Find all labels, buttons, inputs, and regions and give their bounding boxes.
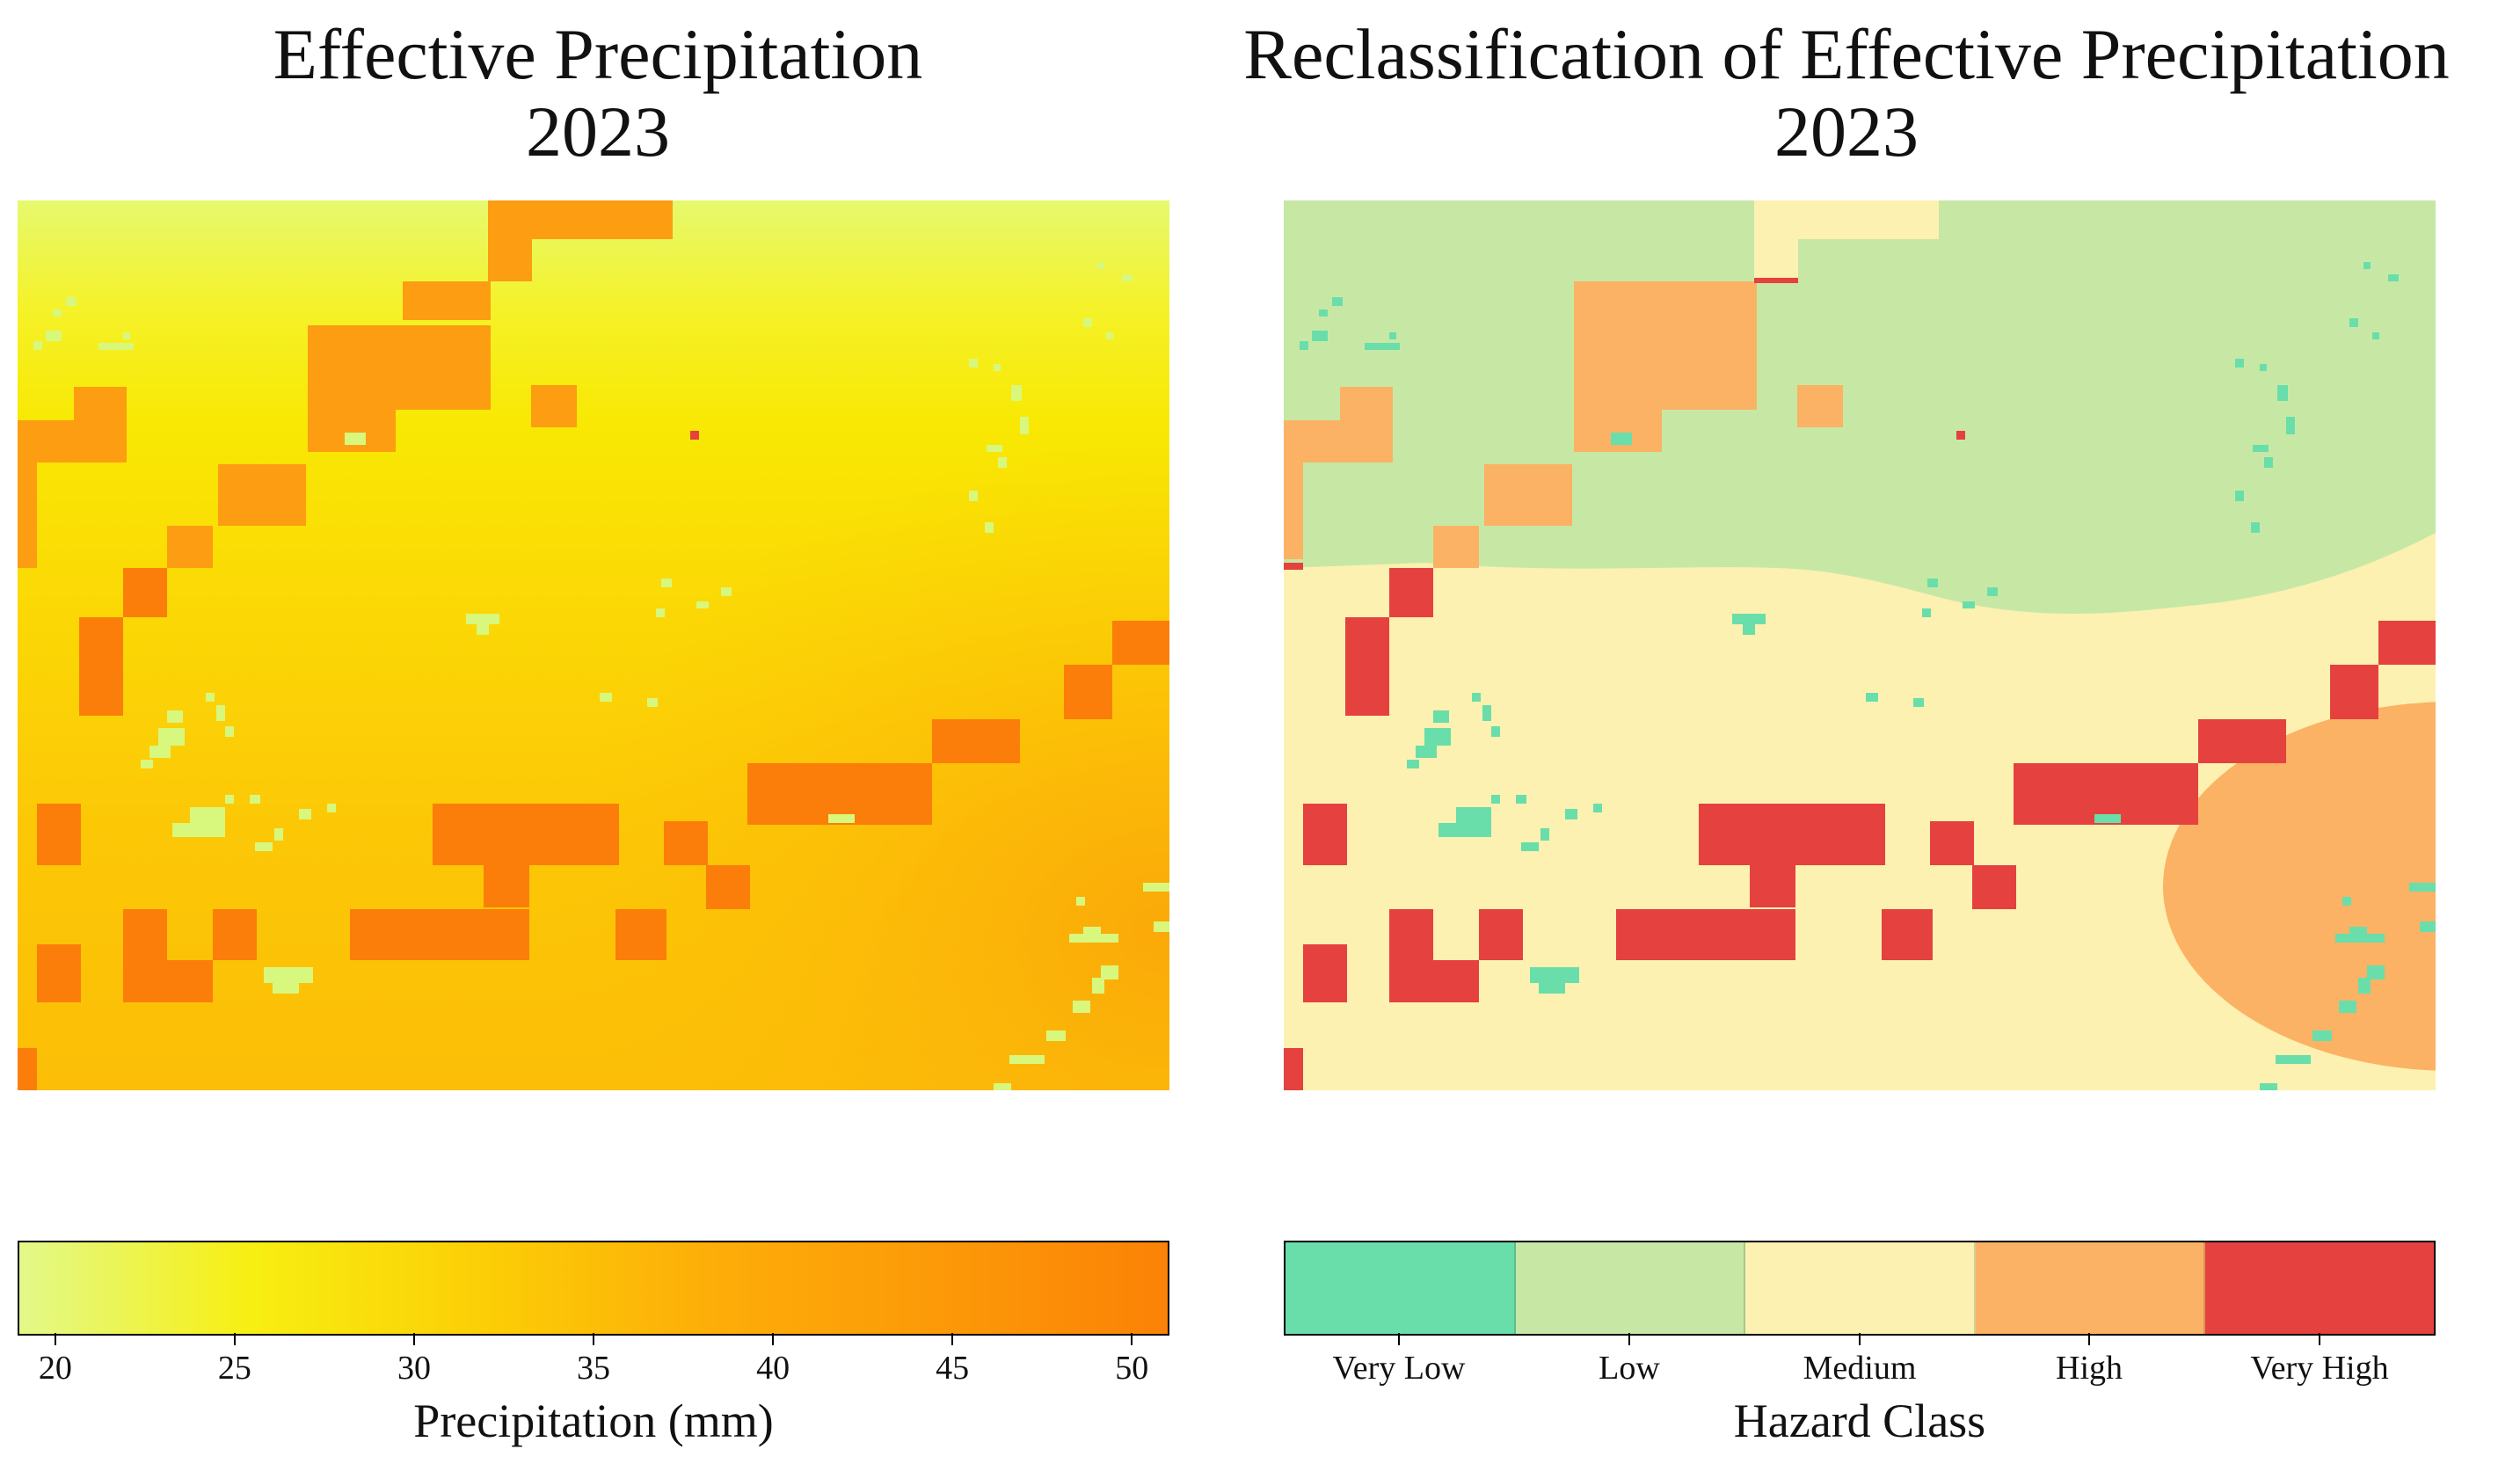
legend-tick xyxy=(2319,1333,2320,1345)
colorbar-tick xyxy=(233,1333,236,1345)
left-title-line1: Effective Precipitation xyxy=(273,14,923,94)
legend-tick xyxy=(2088,1333,2090,1345)
precipitation-axis-label: Precipitation (mm) xyxy=(413,1395,774,1447)
hazard-class-raster-map xyxy=(1284,200,2436,1090)
colorbar-tick xyxy=(412,1333,415,1345)
legend-swatch-low xyxy=(1515,1242,1746,1334)
hazard-class-axis-label: Hazard Class xyxy=(1733,1395,1986,1447)
very-high-class-cells xyxy=(1284,278,2436,1090)
colorbar-tick-label: 25 xyxy=(217,1350,251,1387)
colorbar-tick-label: 50 xyxy=(1115,1350,1149,1387)
legend-label-high: High xyxy=(2056,1350,2123,1387)
colorbar-tick-label: 40 xyxy=(756,1350,790,1387)
medium-cell-top xyxy=(1754,200,1939,281)
hazard-class-legend xyxy=(1284,1241,2436,1336)
left-title-line2: 2023 xyxy=(526,91,670,171)
colorbar-tick-label: 35 xyxy=(577,1350,610,1387)
legend-label-very-low: Very Low xyxy=(1332,1350,1466,1387)
legend-label-medium: Medium xyxy=(1803,1350,1917,1387)
legend-label-very-high: Very High xyxy=(2250,1350,2389,1387)
colorbar-tick xyxy=(1131,1333,1133,1345)
colorbar-tick xyxy=(593,1333,594,1345)
legend-tick xyxy=(1398,1333,1400,1345)
precipitation-high-zone xyxy=(18,200,1169,1090)
legend-tick xyxy=(1859,1333,1861,1345)
colorbar-tick xyxy=(951,1333,954,1345)
colorbar-tick xyxy=(54,1333,56,1345)
left-map-title: Effective Precipitation 2023 xyxy=(18,16,1178,171)
right-title-line1: Reclassification of Effective Precipitat… xyxy=(1243,14,2450,94)
right-title-line2: 2023 xyxy=(1774,91,1919,171)
orange-cells xyxy=(18,200,673,568)
colorbar-tick-label: 30 xyxy=(397,1350,431,1387)
colorbar-tick xyxy=(772,1333,775,1345)
very-low-class-specks xyxy=(1300,262,2436,1090)
legend-swatch-very-low xyxy=(1285,1242,1516,1334)
colorbar-tick-label: 45 xyxy=(936,1350,970,1387)
legend-label-low: Low xyxy=(1599,1350,1660,1387)
legend-swatch-medium xyxy=(1745,1242,1976,1334)
dark-orange-cells xyxy=(18,568,1169,1090)
precipitation-raster-map xyxy=(18,200,1169,1090)
legend-swatch-very-high xyxy=(2205,1242,2434,1334)
precipitation-colorbar xyxy=(18,1241,1169,1336)
right-map-title: Reclassification of Effective Precipitat… xyxy=(1178,16,2515,171)
colorbar-tick-label: 20 xyxy=(38,1350,72,1387)
legend-tick xyxy=(1628,1333,1630,1345)
red-pixel xyxy=(690,431,699,440)
high-class-cells xyxy=(1284,281,1843,568)
low-value-specks xyxy=(33,262,1169,1090)
legend-swatch-high xyxy=(1975,1242,2206,1334)
